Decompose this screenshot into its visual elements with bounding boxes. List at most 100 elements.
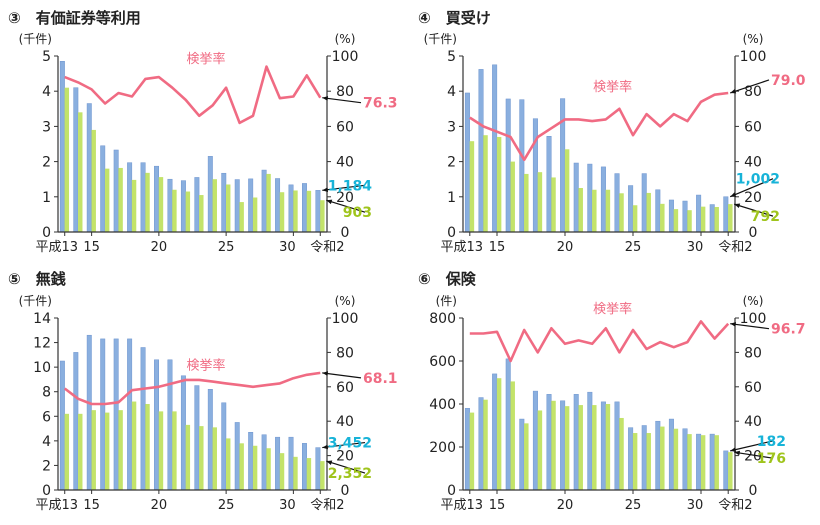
chart-panel-4: ⑥ 保険 (件) (%) 0 200 400 600 800 0 20 40 60 80 100 平成13 1…	[418, 270, 806, 513]
y-right-tick-label: 80	[336, 84, 354, 100]
bar-arrested	[660, 203, 665, 232]
bar-arrested	[266, 173, 271, 232]
cleared-end-label: 1,002	[736, 172, 780, 188]
chart-title: ③ 有価証券等利用	[8, 9, 141, 27]
bar-arrested	[551, 177, 556, 232]
rate-series-label: 検挙率	[186, 358, 225, 374]
bar-arrested	[700, 435, 706, 490]
y-right-tick-label: 20	[336, 190, 354, 206]
bar-cleared	[546, 136, 552, 233]
y-left-tick-label: 400	[429, 397, 456, 413]
bar-cleared	[492, 64, 498, 233]
bar-cleared	[655, 420, 661, 491]
x-tick-label: 30	[687, 498, 704, 513]
bar-cleared	[696, 194, 702, 233]
bar-cleared	[73, 87, 79, 233]
y-right-tick-label: 80	[744, 345, 762, 361]
y-left-unit-label: (千件)	[19, 294, 52, 308]
rate-end-label: 96.7	[771, 322, 806, 338]
y-right-tick-label: 60	[744, 119, 762, 135]
bar-cleared	[573, 394, 579, 491]
rate-line	[469, 91, 729, 162]
bar-cleared	[478, 397, 484, 491]
y-left-tick-label: 4	[447, 84, 456, 100]
cleared-end-arrow	[322, 441, 366, 449]
bar-arrested	[728, 452, 733, 490]
bar-arrested	[293, 190, 298, 232]
bar-cleared	[532, 390, 538, 491]
x-tick-label: 25	[218, 498, 235, 513]
arrested-end-arrow	[326, 460, 366, 474]
y-right-tick-label: 20	[744, 190, 762, 206]
y-left-tick-label: 800	[429, 311, 456, 327]
bar-cleared	[655, 189, 661, 233]
y-right-tick-label: 100	[740, 49, 767, 65]
bar-arrested	[158, 411, 164, 490]
bar-cleared	[641, 425, 647, 491]
cleared-end-arrow	[729, 178, 774, 198]
arrested-end-arrow-head	[734, 203, 741, 208]
bar-cleared	[532, 118, 538, 233]
bar-arrested	[510, 161, 515, 232]
bar-arrested	[225, 184, 231, 232]
rate-end-label: 68.1	[363, 371, 398, 387]
bar-cleared	[207, 156, 213, 233]
bar-cleared	[614, 401, 620, 491]
y-right-unit-label: (%)	[335, 32, 356, 46]
y-left-unit-label: (千件)	[19, 32, 52, 46]
y-left-tick-label: 2	[42, 155, 51, 171]
rate-line	[63, 371, 321, 406]
bar-arrested	[605, 404, 611, 490]
x-tick-label: 20	[151, 240, 168, 255]
bar-arrested	[605, 189, 611, 232]
y-left-tick-label: 2	[447, 155, 456, 171]
bar-arrested	[266, 448, 271, 490]
bar-cleared	[641, 173, 647, 233]
rate-end-label: 79.0	[771, 73, 806, 89]
y-left-tick-label: 12	[33, 336, 51, 352]
bar-arrested	[578, 188, 583, 232]
bar-cleared	[668, 418, 674, 491]
bar-cleared	[600, 166, 606, 233]
y-left-tick-label: 1	[42, 190, 51, 206]
bar-cleared	[275, 178, 281, 233]
bar-arrested	[483, 399, 488, 490]
rate-end-arrow	[322, 97, 362, 104]
x-tick-label: 15	[489, 240, 506, 255]
bar-arrested	[646, 192, 651, 232]
bar-arrested	[673, 428, 679, 490]
y-right-tick-label: 100	[332, 311, 359, 327]
y-right-tick-label: 40	[744, 155, 762, 171]
bar-cleared	[113, 149, 119, 233]
bar-arrested	[578, 405, 583, 490]
bar-cleared	[127, 338, 133, 491]
bar-cleared	[696, 433, 702, 491]
y-right-unit-label: (%)	[743, 294, 764, 308]
bar-cleared	[154, 359, 159, 491]
bar-cleared	[59, 360, 65, 491]
bar-cleared	[113, 338, 119, 491]
cleared-end-arrow	[730, 440, 774, 452]
y-left-tick-label: 0	[42, 225, 51, 241]
bar-cleared	[505, 98, 511, 233]
x-tick-label: 25	[625, 498, 642, 513]
bar-arrested	[469, 412, 475, 490]
arrested-end-arrow	[734, 451, 774, 459]
rate-series-label: 検挙率	[186, 51, 225, 67]
bar-cleared	[261, 169, 267, 233]
bar-arrested	[199, 195, 204, 232]
bar-cleared	[505, 358, 511, 491]
x-tick-label: 平成13	[441, 498, 484, 513]
y-left-tick-label: 3	[42, 119, 51, 135]
bar-arrested	[619, 193, 624, 232]
rate-line	[64, 65, 322, 125]
y-left-tick-label: 4	[42, 84, 51, 100]
bar-arrested	[252, 197, 258, 232]
bar-cleared	[248, 432, 254, 491]
chart-title: ⑥ 保険	[418, 270, 477, 288]
bar-arrested	[687, 434, 692, 490]
bar-arrested	[279, 453, 285, 490]
y-right-tick-label: 40	[336, 414, 354, 430]
bar-arrested	[320, 461, 325, 490]
y-left-tick-label: 6	[42, 409, 51, 425]
